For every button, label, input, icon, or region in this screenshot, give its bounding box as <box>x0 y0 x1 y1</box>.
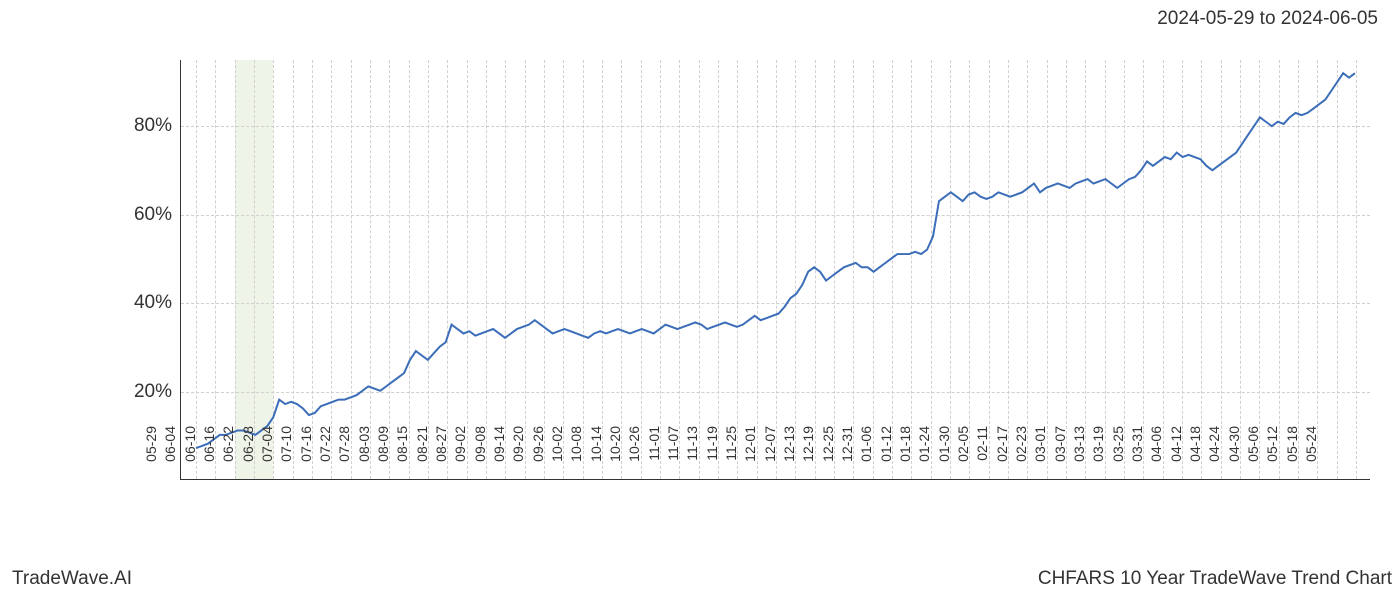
x-tick-label: 06-10 <box>182 426 198 486</box>
y-tick-label: 60% <box>134 204 172 226</box>
x-tick-label: 12-01 <box>742 426 758 486</box>
x-tick-label: 02-11 <box>974 426 990 486</box>
x-tick-label: 05-24 <box>1303 426 1319 486</box>
brand-label: TradeWave.AI <box>12 568 132 590</box>
x-tick-label: 09-26 <box>530 426 546 486</box>
x-tick-label: 07-28 <box>336 426 352 486</box>
x-tick-label: 01-12 <box>878 426 894 486</box>
y-tick-label: 80% <box>134 115 172 137</box>
x-tick-label: 06-16 <box>201 426 217 486</box>
x-tick-label: 09-20 <box>510 426 526 486</box>
x-tick-label: 11-01 <box>646 426 662 486</box>
date-range-label: 2024-05-29 to 2024-06-05 <box>1157 8 1378 30</box>
x-tick-label: 03-07 <box>1052 426 1068 486</box>
x-tick-label: 11-25 <box>723 426 739 486</box>
x-tick-label: 09-08 <box>472 426 488 486</box>
x-tick-label: 03-01 <box>1032 426 1048 486</box>
x-tick-label: 07-04 <box>259 426 275 486</box>
x-tick-label: 12-19 <box>800 426 816 486</box>
x-tick-label: 10-02 <box>549 426 565 486</box>
x-tick-label: 01-30 <box>936 426 952 486</box>
x-tick-label: 08-03 <box>356 426 372 486</box>
x-tick-label: 09-14 <box>491 426 507 486</box>
x-tick-label: 05-18 <box>1284 426 1300 486</box>
x-tick-label: 12-25 <box>820 426 836 486</box>
x-tick-label: 10-14 <box>588 426 604 486</box>
x-tick-label: 04-30 <box>1226 426 1242 486</box>
x-tick-label: 04-18 <box>1187 426 1203 486</box>
x-tick-label: 01-06 <box>858 426 874 486</box>
x-tick-label: 04-12 <box>1168 426 1184 486</box>
x-tick-label: 06-04 <box>162 426 178 486</box>
x-tick-label: 08-15 <box>394 426 410 486</box>
x-tick-label: 11-19 <box>704 426 720 486</box>
x-tick-label: 03-19 <box>1090 426 1106 486</box>
x-tick-label: 02-23 <box>1013 426 1029 486</box>
x-tick-label: 05-06 <box>1245 426 1261 486</box>
x-tick-label: 07-22 <box>317 426 333 486</box>
x-tick-label: 10-08 <box>568 426 584 486</box>
x-tick-label: 12-31 <box>839 426 855 486</box>
x-tick-label: 04-06 <box>1148 426 1164 486</box>
y-tick-label: 40% <box>134 292 172 314</box>
x-tick-label: 02-05 <box>955 426 971 486</box>
trend-line <box>181 60 1370 479</box>
x-tick-label: 10-20 <box>607 426 623 486</box>
x-tick-label: 04-24 <box>1206 426 1222 486</box>
chart-plot-area <box>180 60 1370 480</box>
x-tick-label: 12-07 <box>762 426 778 486</box>
x-tick-label: 11-13 <box>684 426 700 486</box>
x-tick-label: 03-25 <box>1110 426 1126 486</box>
chart-title: CHFARS 10 Year TradeWave Trend Chart <box>1038 568 1392 590</box>
x-tick-label: 12-13 <box>781 426 797 486</box>
x-tick-label: 05-12 <box>1264 426 1280 486</box>
x-tick-label: 08-09 <box>375 426 391 486</box>
x-tick-label: 09-02 <box>452 426 468 486</box>
x-tick-label: 08-27 <box>433 426 449 486</box>
x-tick-label: 06-22 <box>220 426 236 486</box>
x-tick-label: 08-21 <box>414 426 430 486</box>
x-tick-label: 07-10 <box>278 426 294 486</box>
y-tick-label: 20% <box>134 381 172 403</box>
x-tick-label: 01-24 <box>916 426 932 486</box>
x-tick-label: 10-26 <box>626 426 642 486</box>
x-tick-label: 07-16 <box>298 426 314 486</box>
x-tick-label: 06-28 <box>240 426 256 486</box>
x-tick-label: 02-17 <box>994 426 1010 486</box>
x-tick-label: 05-29 <box>143 426 159 486</box>
x-tick-label: 11-07 <box>665 426 681 486</box>
x-tick-label: 03-31 <box>1129 426 1145 486</box>
x-tick-label: 03-13 <box>1071 426 1087 486</box>
x-tick-label: 01-18 <box>897 426 913 486</box>
